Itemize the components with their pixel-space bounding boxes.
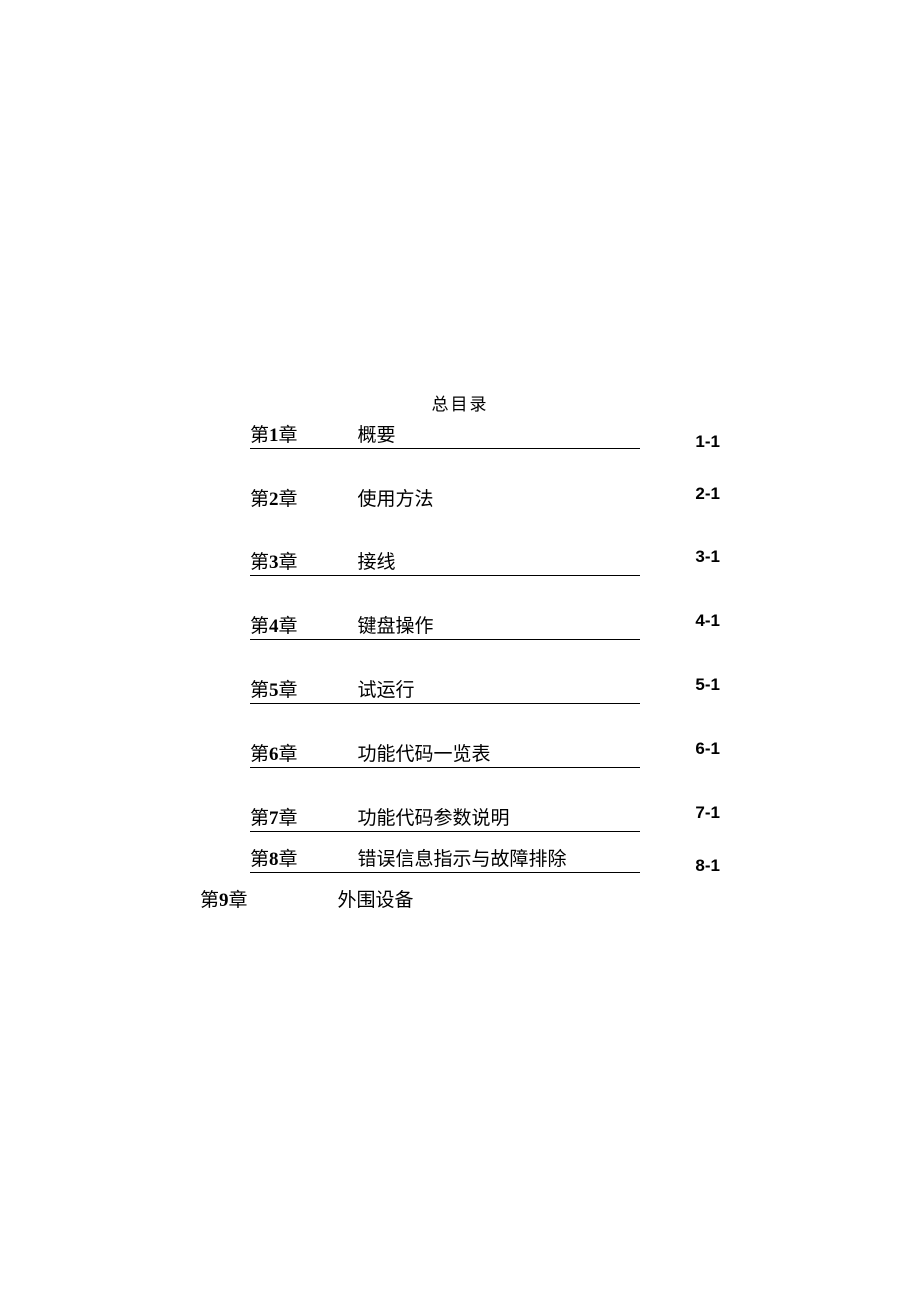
- toc-row: 第9章 外围设备: [200, 885, 690, 913]
- chapter-title: 键盘操作: [358, 611, 434, 638]
- page-number: 3-1: [695, 547, 720, 567]
- page-number: 2-1: [695, 484, 720, 504]
- chapter-title: 错误信息指示与故障排除: [358, 844, 567, 871]
- toc-entry: 第9章 外围设备: [200, 885, 640, 913]
- toc-row: 第5章 试运行 5-1: [200, 675, 690, 704]
- toc-entry-underline: 第1章 概要: [250, 420, 640, 449]
- page-number: 7-1: [695, 803, 720, 823]
- toc-row: 第1章 概要 1-1: [200, 420, 690, 449]
- toc-row: 第6章 功能代码一览表 6-1: [200, 739, 690, 768]
- chapter-label: 第6章: [250, 739, 298, 766]
- chapter-label: 第4章: [250, 611, 298, 638]
- toc-row: 第7章 功能代码参数说明 7-1: [200, 803, 690, 832]
- toc-title: 总目录: [200, 390, 720, 415]
- page-number: 1-1: [695, 432, 720, 452]
- toc-row: 第3章 接线 3-1: [200, 547, 690, 576]
- toc-entry: 第2章 使用方法: [250, 484, 640, 512]
- toc-row: 第4章 键盘操作 4-1: [200, 611, 690, 640]
- page-number: 6-1: [695, 739, 720, 759]
- chapter-label: 第1章: [250, 420, 298, 447]
- page-number: 4-1: [695, 611, 720, 631]
- toc-entry-underline: 第3章 接线: [250, 547, 640, 576]
- chapter-label: 第5章: [250, 675, 298, 702]
- toc-entry-underline: 第6章 功能代码一览表: [250, 739, 640, 768]
- toc-row: 第2章 使用方法 2-1: [200, 484, 690, 512]
- toc-entry-underline: 第7章 功能代码参数说明: [250, 803, 640, 832]
- chapter-label: 第3章: [250, 547, 298, 574]
- chapter-title: 使用方法: [358, 484, 434, 511]
- toc-entry-underline: 第4章 键盘操作: [250, 611, 640, 640]
- chapter-title: 接线: [358, 547, 396, 574]
- toc-row: 第8章 错误信息指示与故障排除 8-1: [200, 844, 690, 873]
- page-number: 8-1: [695, 856, 720, 876]
- chapter-title: 外围设备: [338, 885, 414, 912]
- chapter-title: 功能代码一览表: [358, 739, 491, 766]
- chapter-label: 第9章: [200, 885, 248, 912]
- chapter-label: 第7章: [250, 803, 298, 830]
- chapter-title: 功能代码参数说明: [358, 803, 510, 830]
- toc-container: 总目录 第1章 概要 1-1 第2章 使用方法 2-1 第3章 接线: [200, 390, 720, 948]
- page-number: 5-1: [695, 675, 720, 695]
- chapter-label: 第8章: [250, 844, 298, 871]
- chapter-label: 第2章: [250, 484, 298, 511]
- toc-entry-underline: 第8章 错误信息指示与故障排除: [250, 844, 640, 873]
- toc-entry-underline: 第5章 试运行: [250, 675, 640, 704]
- chapter-title: 试运行: [358, 675, 415, 702]
- chapter-title: 概要: [358, 420, 396, 447]
